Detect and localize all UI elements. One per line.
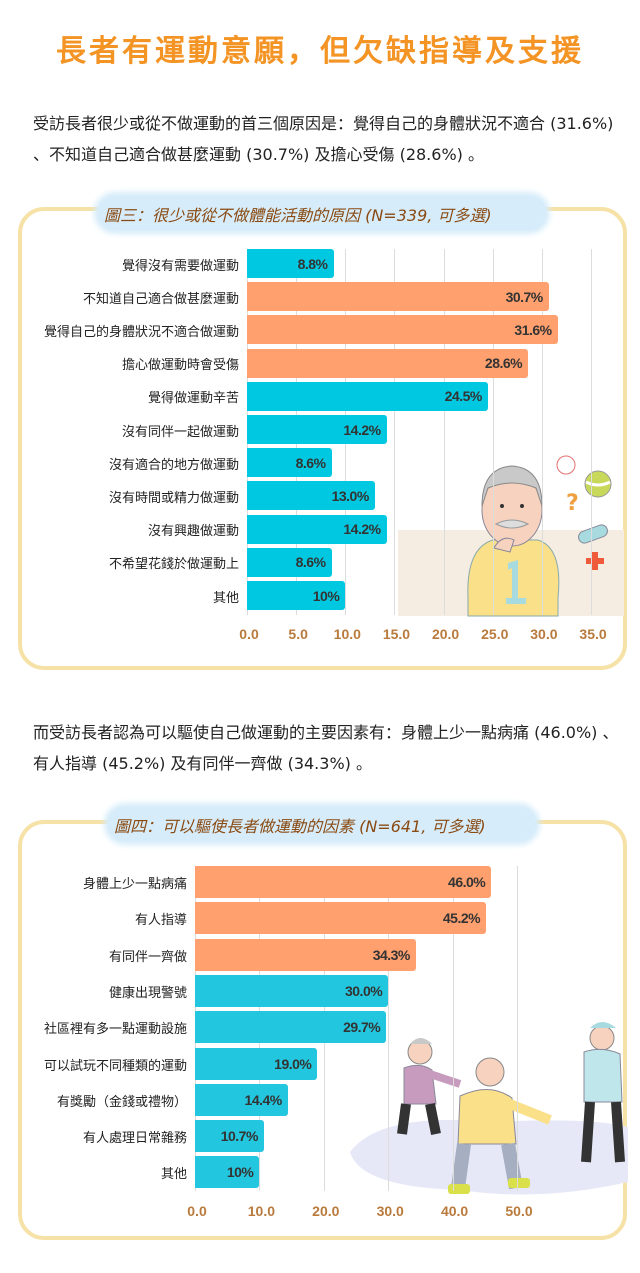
gridline [591, 249, 593, 615]
bar-value-label: 45.2% [442, 910, 481, 927]
bar: 34.3% [195, 938, 416, 971]
category-label: 有人指導 [134, 913, 187, 929]
bar-value-label: 14.2% [343, 421, 381, 438]
bar-value-label: 24.5% [444, 388, 483, 405]
bar: 8.8% [247, 249, 334, 278]
gridline [492, 249, 494, 615]
bar: 30.7% [247, 282, 549, 312]
bar-value-label: 13.0% [331, 487, 370, 504]
category-label: 不知道自己適合做甚麼運動 [82, 291, 239, 307]
bar: 14.2% [247, 514, 387, 544]
bar-value-label: 30.7% [505, 288, 544, 305]
x-axis-tick-label: 40.0 [440, 1203, 469, 1219]
bar: 10.7% [195, 1120, 264, 1153]
x-axis-tick-label: 15.0 [382, 626, 411, 642]
bar-value-label: 10% [312, 587, 340, 604]
category-label: 覺得做運動辛苦 [147, 391, 239, 407]
bar-value-label: 14.2% [343, 521, 381, 538]
gridline [394, 249, 396, 615]
gridline [388, 866, 390, 1191]
x-axis-tick-label: 10.0 [333, 626, 361, 642]
category-label: 健康出現警號 [108, 985, 187, 1001]
x-axis-tick-label: 5.0 [288, 626, 308, 642]
caption-cloud [98, 196, 546, 230]
bar-value-label: 8.8% [297, 255, 328, 272]
bar-value-label: 30.0% [344, 982, 383, 999]
gridline [541, 249, 543, 615]
bar-value-label: 31.6% [514, 321, 552, 338]
bar: 10% [195, 1156, 260, 1189]
bar: 31.6% [247, 315, 558, 345]
category-label: 覺得沒有需要做運動 [121, 258, 239, 274]
category-label: 沒有同伴一起做運動 [121, 424, 239, 440]
category-label: 可以試玩不同種類的運動 [43, 1058, 187, 1074]
x-axis-tick-label: 20.0 [312, 1203, 340, 1219]
bar: 13.0% [247, 481, 375, 511]
bar-value-label: 8.6% [295, 554, 326, 571]
category-label: 社區裡有多一點運動設施 [43, 1022, 187, 1038]
elderly-exercising-with-coach-illustration [350, 1022, 628, 1195]
category-label: 沒有時間或精力做運動 [108, 490, 239, 506]
category-label: 其他 [160, 1167, 187, 1183]
gridline [443, 249, 445, 615]
gridline [517, 866, 518, 1191]
category-label: 沒有興趣做運動 [147, 524, 239, 540]
bar: 45.2% [195, 902, 487, 935]
category-label: 有同伴一齊做 [108, 949, 187, 965]
bar-value-label: 46.0% [448, 874, 486, 890]
bar: 30.0% [195, 974, 389, 1007]
bar: 46.0% [195, 866, 492, 898]
category-label: 沒有適合的地方做運動 [108, 457, 239, 473]
x-axis-tick-label: 20.0 [431, 626, 460, 642]
bar-value-label: 28.6% [484, 355, 523, 372]
bar: 14.2% [247, 415, 387, 444]
bar: 8.6% [247, 448, 332, 478]
x-axis-tick-label: 30.0 [530, 626, 558, 642]
bar: 28.6% [247, 348, 529, 378]
x-axis-tick-label: 10.0 [247, 1203, 276, 1219]
category-label: 有獎勵（金錢或禮物） [56, 1094, 187, 1110]
category-label: 身體上少一點病痛 [82, 877, 187, 892]
chart-title-figure-4: 圖四：可以驅使長者做運動的因素 (N=641, 可多選) [114, 817, 486, 836]
category-label: 其他 [212, 590, 239, 606]
category-label: 有人處理日常雜務 [82, 1131, 187, 1147]
category-label: 不希望花錢於做運動上 [108, 557, 239, 573]
category-label: 擔心做運動時會受傷 [121, 358, 239, 374]
x-axis-tick-label: 0.0 [239, 626, 259, 642]
intro-paragraph-2: 而受訪長者認為可以驅使自己做運動的主要因素有：身體上少一點病痛 (46.0%) … [33, 723, 619, 773]
x-axis-tick-label: 0.0 [187, 1203, 207, 1219]
bar: 8.6% [247, 547, 332, 577]
bar-value-label: 19.0% [274, 1055, 312, 1072]
intro-paragraph-1: 受訪長者很少或從不做運動的首三個原因是：覺得自己的身體狀況不適合 (31.6%)… [33, 114, 614, 164]
bar-value-label: 8.6% [295, 454, 326, 471]
bar: 29.7% [195, 1011, 387, 1044]
gridline [452, 866, 454, 1191]
x-axis-tick-label: 35.0 [579, 626, 607, 642]
bar-value-label: 10% [226, 1164, 254, 1181]
bar: 10% [247, 581, 346, 610]
bar-value-label: 14.4% [244, 1091, 283, 1108]
bar: 14.4% [195, 1083, 288, 1116]
x-axis-tick-label: 30.0 [376, 1203, 404, 1219]
page-title: 長者有運動意願，但欠缺指導及支援 [56, 34, 584, 69]
category-label: 覺得自己的身體狀況不適合做運動 [43, 324, 239, 340]
chart-title-figure-3: 圖三：很少或從不做體能活動的原因 (N=339, 可多選) [104, 206, 492, 225]
svg-text:?: ? [566, 491, 579, 516]
bar: 24.5% [247, 381, 488, 411]
bar-value-label: 34.3% [372, 946, 411, 963]
bar-value-label: 29.7% [343, 1019, 381, 1036]
caption-cloud [108, 807, 536, 841]
thinking-elderly-man-illustration: ? [398, 455, 624, 617]
x-axis-tick-label: 25.0 [481, 626, 509, 642]
x-axis-tick-label: 50.0 [505, 1203, 533, 1219]
bar: 19.0% [195, 1047, 318, 1080]
bar-value-label: 10.7% [220, 1128, 259, 1145]
